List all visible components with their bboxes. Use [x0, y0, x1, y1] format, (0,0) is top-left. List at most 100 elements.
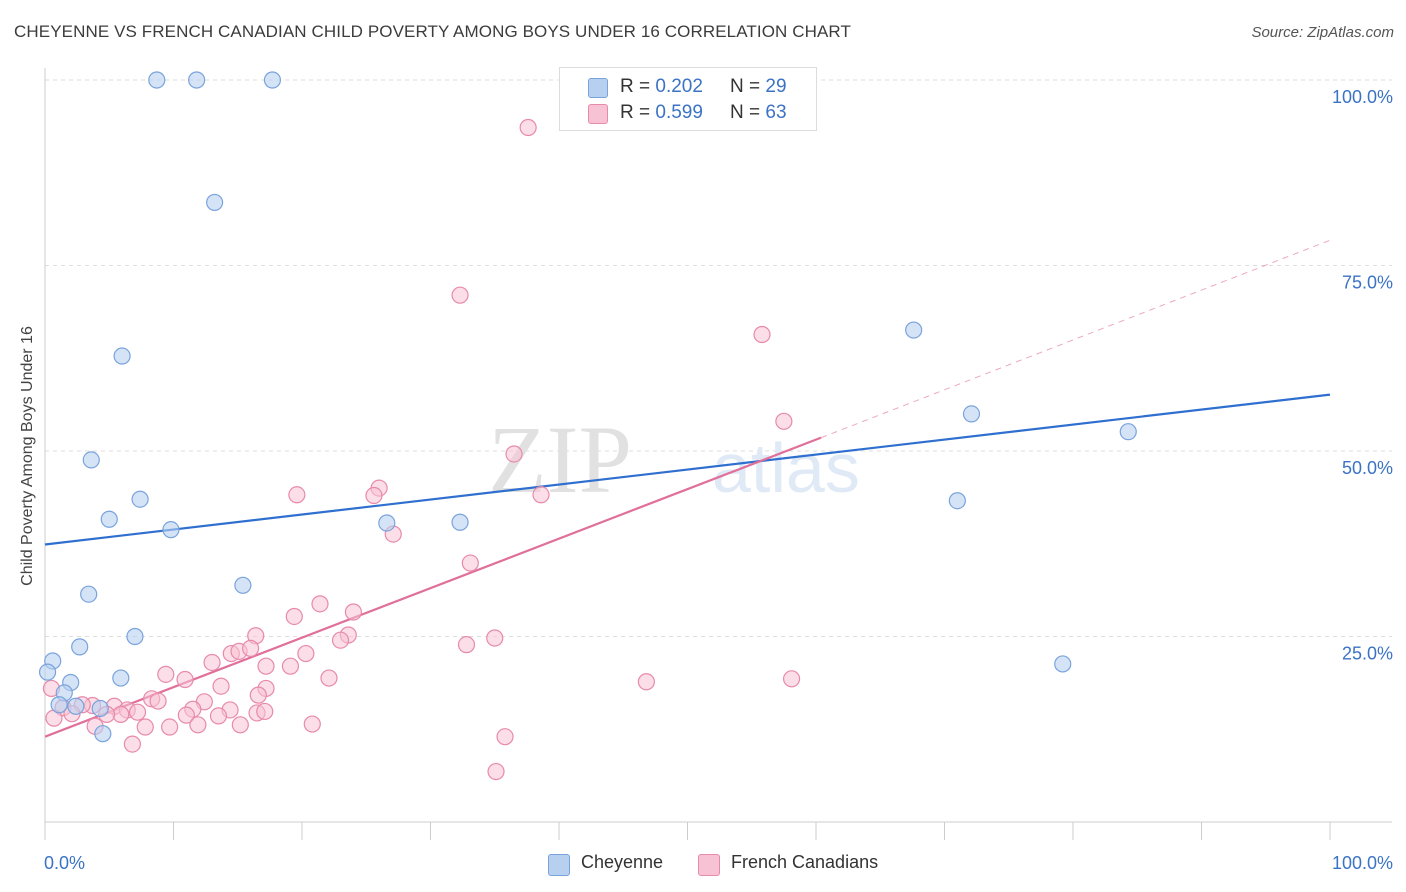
legend-n-value: 63 [765, 102, 787, 123]
french-canadians-point [320, 669, 338, 687]
y-tick-label: 75.0% [1342, 273, 1393, 293]
legend-r-label: R = [620, 76, 656, 97]
watermark-atlas: atlas [712, 429, 860, 507]
french-canadians-point [303, 715, 321, 733]
cheyenne-point [94, 725, 112, 743]
french-canadians-point [157, 665, 175, 683]
grid-layer [45, 79, 1392, 637]
cheyenne-point [126, 627, 144, 646]
cheyenne-point [91, 699, 109, 718]
cheyenne-point [1119, 423, 1137, 441]
tick-label-layer: 25.0% 50.0% 75.0% 100.0% 0.0% 100.0% [44, 87, 1393, 873]
legend-r-value: 0.202 [655, 76, 703, 97]
cheyenne-point [148, 71, 166, 89]
cheyenne-trend-line [44, 393, 1331, 546]
cheyenne-point [38, 663, 57, 681]
cheyenne-point [162, 521, 180, 539]
cheyenne-point [234, 576, 252, 594]
french-canadians-point [753, 325, 771, 344]
french-canadians-point [461, 554, 479, 572]
french-swatch [698, 854, 720, 876]
cheyenne-point [962, 405, 981, 423]
cheyenne-point [905, 321, 923, 339]
french-canadians-point [457, 636, 476, 654]
french-canadians-point [256, 702, 274, 721]
chart-title: CHEYENNE VS FRENCH CANADIAN CHILD POVERT… [14, 22, 851, 41]
points-layer [38, 71, 1137, 781]
french-canadians-point [257, 657, 275, 675]
french-canadians-point [637, 673, 655, 691]
legend-n-value: 29 [765, 76, 787, 97]
cheyenne-point [948, 492, 966, 510]
french-canadians-trend-extension [820, 239, 1331, 439]
bottom-legend: Cheyenne French Canadians [0, 852, 1406, 878]
y-tick-label: 100.0% [1332, 87, 1393, 107]
stats-legend: R = 0.202 N = 29 R = 0.599 N = 63 [559, 67, 817, 131]
french-canadians-point [176, 670, 194, 689]
french-canadians-point [161, 718, 179, 736]
bottom-legend-label: Cheyenne [581, 852, 664, 872]
cheyenne-point [50, 696, 68, 714]
french-canadians-point [249, 686, 267, 704]
french-canadians-point [519, 118, 537, 137]
french-canadians-point [297, 644, 315, 663]
french-canadians-point [451, 286, 469, 304]
cheyenne-point [100, 510, 118, 528]
cheyenne-point [131, 490, 149, 508]
french-canadians-point [487, 762, 505, 781]
french-swatch [588, 104, 608, 124]
cheyenne-point [80, 585, 98, 603]
french-canadians-point [496, 728, 514, 746]
french-canadians-point [123, 735, 141, 753]
french-canadians-point [189, 716, 207, 734]
french-canadians-point [212, 677, 230, 695]
french-canadians-point [775, 412, 793, 430]
french-canadians-point [149, 692, 167, 710]
source-label: Source: ZipAtlas.com [1251, 24, 1394, 41]
cheyenne-point [263, 71, 282, 89]
french-canadians-point [285, 607, 303, 626]
cheyenne-point [451, 513, 469, 531]
french-canadians-point [231, 716, 249, 734]
cheyenne-point [67, 697, 85, 715]
french-canadians-point [242, 639, 260, 657]
trend-layer [44, 239, 1331, 738]
cheyenne-point [188, 71, 206, 89]
french-canadians-point [365, 486, 383, 505]
french-canadians-point [177, 706, 195, 724]
axis-layer [44, 68, 1392, 840]
french-canadians-point [505, 445, 523, 463]
cheyenne-point [112, 669, 130, 687]
x-tick-label: 100.0% [1332, 853, 1393, 873]
french-canadians-point [486, 629, 504, 647]
cheyenne-swatch [588, 78, 608, 98]
cheyenne-point [378, 514, 396, 532]
french-canadians-point [128, 703, 147, 721]
french-canadians-point [532, 486, 550, 504]
french-canadians-point [209, 707, 228, 725]
legend-n-label: N = [730, 76, 766, 97]
cheyenne-point [1054, 655, 1072, 673]
x-tick-label: 0.0% [44, 853, 85, 873]
french-canadians-point [331, 631, 350, 649]
y-tick-label: 50.0% [1342, 458, 1393, 478]
bottom-legend-label: French Canadians [731, 852, 879, 872]
cheyenne-point [71, 638, 89, 656]
cheyenne-point [113, 347, 131, 365]
cheyenne-point [82, 451, 100, 469]
cheyenne-swatch [548, 854, 570, 876]
legend-r-label: R = [620, 102, 656, 123]
watermark: ZIP atlas [488, 406, 860, 513]
french-canadians-point [311, 595, 329, 613]
french-canadians-trend-line [44, 436, 822, 738]
french-canadians-point [281, 657, 300, 675]
legend-r-value: 0.599 [655, 102, 703, 123]
french-canadians-point [136, 718, 154, 736]
french-canadians-point [288, 486, 306, 504]
legend-n-label: N = [730, 102, 766, 123]
y-tick-label: 25.0% [1342, 644, 1393, 664]
french-canadians-point [782, 670, 801, 688]
cheyenne-point [206, 193, 224, 212]
french-canadians-point [203, 653, 221, 672]
